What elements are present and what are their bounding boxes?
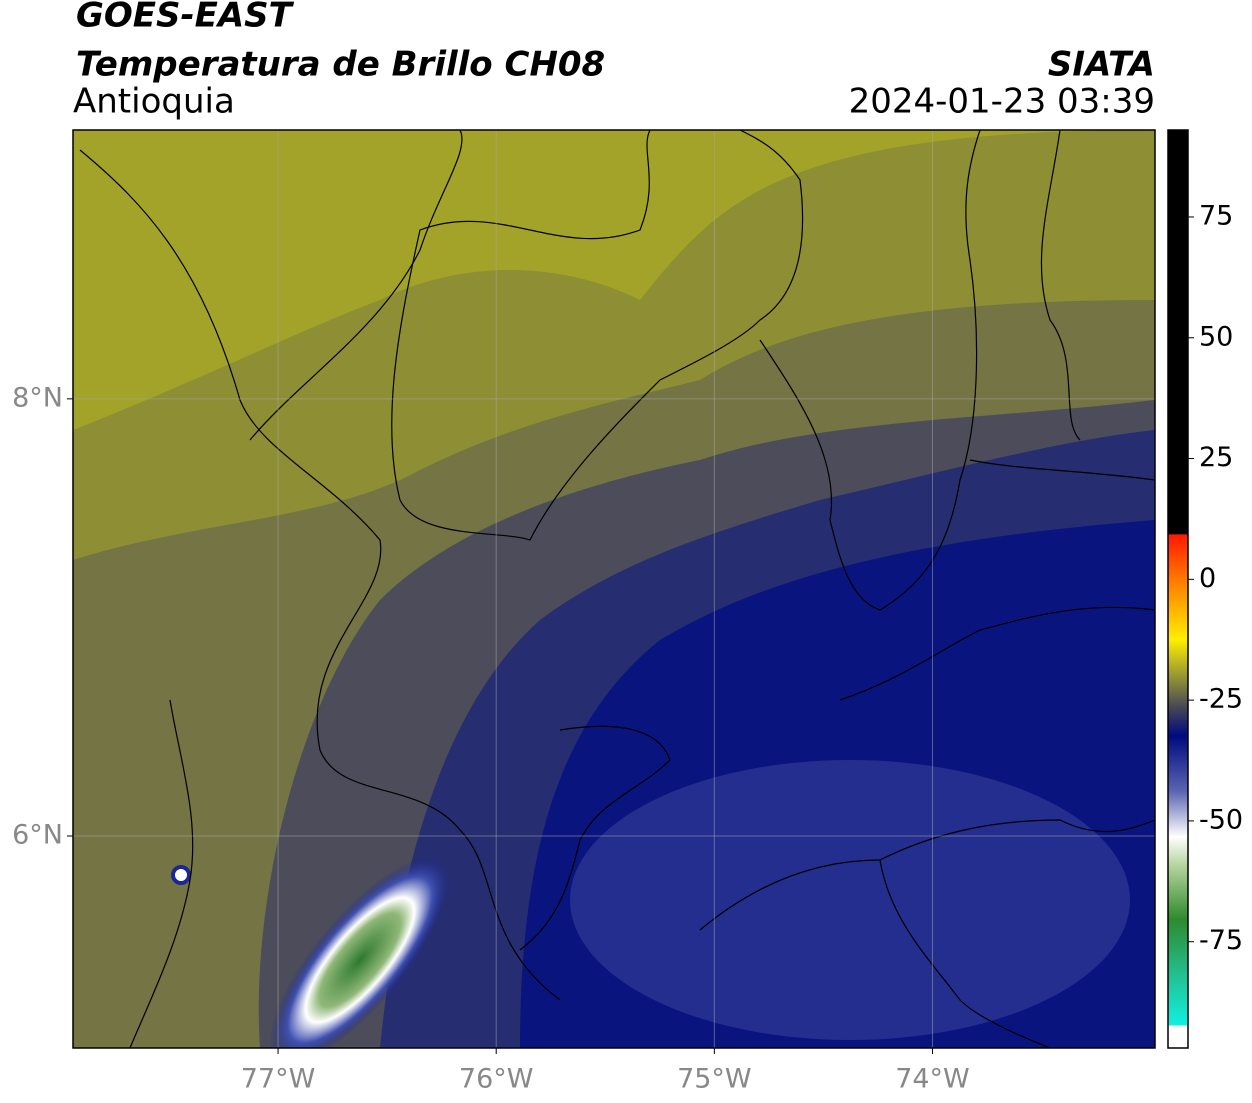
x-tick-label: 77°W — [241, 1064, 316, 1095]
colorbar-tick-label: 50 — [1199, 321, 1233, 352]
x-tick-label: 74°W — [895, 1064, 970, 1095]
colorbar — [1167, 129, 1189, 1049]
colorbar-tick-label: 0 — [1199, 563, 1216, 594]
subtitle: Temperatura de Brillo CH08 — [76, 45, 605, 85]
region: Antioquia — [73, 82, 235, 122]
colorbar-tick-label: 25 — [1199, 442, 1233, 473]
datetime: 2024-01-23 03:39 — [849, 82, 1155, 122]
x-tick-label: 75°W — [677, 1064, 752, 1095]
y-tick-label: 8°N — [12, 382, 63, 413]
grid — [73, 130, 1155, 1048]
colorbar-tick-label: -50 — [1199, 804, 1243, 835]
colorbar-tick-label: -25 — [1199, 684, 1243, 715]
map-field — [73, 130, 1155, 1048]
x-tick-label: 76°W — [459, 1064, 534, 1095]
colorbar-tick-label: -75 — [1199, 925, 1243, 956]
title: GOES-EAST — [76, 0, 295, 36]
y-tick-label: 6°N — [12, 819, 63, 850]
colorbar-tick-label: 75 — [1199, 200, 1233, 231]
source: SIATA — [1048, 45, 1155, 85]
map-frame — [72, 129, 1156, 1049]
